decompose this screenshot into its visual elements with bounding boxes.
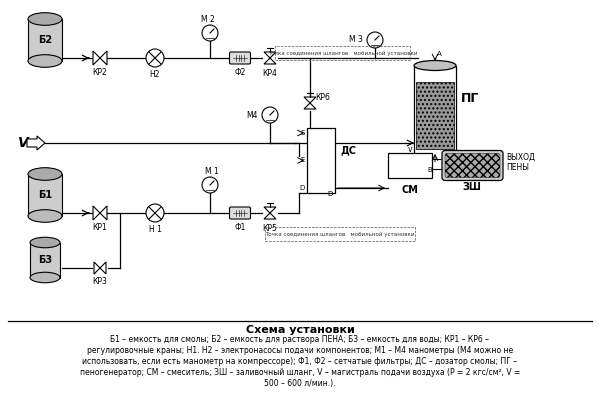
Text: КР2: КР2 (92, 68, 107, 77)
Polygon shape (100, 206, 107, 220)
Text: Б1 – емкость для смолы; Б2 – емкость для раствора ПЕНА; Б3 – емкость для воды; К: Б1 – емкость для смолы; Б2 – емкость для… (110, 335, 490, 344)
Ellipse shape (30, 272, 60, 283)
FancyBboxPatch shape (445, 154, 500, 178)
Ellipse shape (28, 13, 62, 25)
Text: Б2: Б2 (38, 35, 52, 45)
Text: КР4: КР4 (263, 69, 277, 78)
Bar (416, 81, 454, 149)
Circle shape (202, 177, 218, 193)
Ellipse shape (30, 237, 60, 248)
Text: пеногенератор; СМ – смеситель; ЗШ – заливочный шланг, V – магистраль подачи возд: пеногенератор; СМ – смеситель; ЗШ – зали… (80, 368, 520, 377)
Text: регулировочные краны; Н1. Н2 – электронасосы подачи компонентов; М1 – М4 маномет: регулировочные краны; Н1. Н2 – электрона… (87, 346, 513, 355)
Text: Б3: Б3 (38, 255, 52, 265)
Text: D: D (300, 185, 305, 191)
Text: М4: М4 (247, 111, 258, 119)
Text: использовать, если есть манометр на компрессоре); Ф1, Ф2 – сетчатые фильтры; ДС : использовать, если есть манометр на комп… (82, 357, 518, 366)
Polygon shape (264, 207, 276, 213)
Circle shape (146, 204, 164, 222)
Bar (30, 242, 60, 278)
Ellipse shape (414, 60, 456, 71)
Bar (28, 174, 62, 216)
Polygon shape (94, 262, 100, 274)
Text: Ф2: Ф2 (235, 68, 245, 77)
FancyBboxPatch shape (442, 150, 503, 180)
Polygon shape (100, 51, 107, 65)
Bar (425, 159, 445, 169)
Text: СМ: СМ (401, 185, 418, 195)
Ellipse shape (28, 168, 62, 180)
FancyBboxPatch shape (229, 52, 251, 64)
Bar (414, 66, 456, 161)
Circle shape (202, 25, 218, 41)
Text: B: B (427, 166, 432, 173)
Text: ЗШ: ЗШ (463, 183, 481, 192)
Text: ПГ: ПГ (461, 92, 479, 104)
Text: v: v (407, 145, 412, 154)
Bar (307, 128, 335, 193)
Ellipse shape (28, 210, 62, 222)
Text: Точка соединения шлангов   мобильной установки: Точка соединения шлангов мобильной устан… (268, 50, 417, 56)
Circle shape (367, 32, 383, 48)
Text: КР5: КР5 (263, 224, 277, 233)
Text: Б1: Б1 (38, 190, 52, 200)
Circle shape (262, 107, 278, 123)
Text: ДС: ДС (340, 145, 356, 156)
Text: E: E (301, 157, 305, 164)
Text: Н2: Н2 (150, 70, 160, 79)
Polygon shape (93, 51, 100, 65)
Bar (265, 227, 415, 241)
Text: Н 1: Н 1 (149, 225, 161, 234)
FancyBboxPatch shape (229, 207, 251, 219)
Polygon shape (304, 103, 316, 109)
Text: Точка соединения шлангов   мобильной установки: Точка соединения шлангов мобильной устан… (265, 231, 415, 237)
Text: КР3: КР3 (92, 277, 107, 286)
Text: М 2: М 2 (201, 15, 215, 24)
Bar (28, 19, 62, 61)
Text: М 3: М 3 (349, 36, 363, 45)
Text: Ф1: Ф1 (235, 223, 245, 232)
Polygon shape (264, 52, 276, 58)
Circle shape (146, 49, 164, 67)
Text: A: A (437, 52, 442, 57)
Bar (275, 46, 410, 60)
Text: Схема установки: Схема установки (245, 325, 355, 335)
Text: ВЫХОД
ПЕНЫ: ВЫХОД ПЕНЫ (506, 153, 535, 172)
Bar (388, 153, 432, 178)
Polygon shape (93, 206, 100, 220)
Text: КР6: КР6 (315, 93, 330, 102)
Polygon shape (264, 58, 276, 64)
Polygon shape (304, 97, 316, 103)
Text: S: S (301, 130, 305, 136)
Polygon shape (27, 136, 45, 150)
Text: М 1: М 1 (205, 167, 219, 176)
Polygon shape (100, 262, 106, 274)
Text: V: V (18, 136, 29, 150)
Polygon shape (264, 213, 276, 219)
Ellipse shape (28, 55, 62, 67)
Text: 500 – 600 л/мин.).: 500 – 600 л/мин.). (264, 379, 336, 388)
Text: КР1: КР1 (92, 223, 107, 232)
Text: D: D (328, 191, 333, 197)
